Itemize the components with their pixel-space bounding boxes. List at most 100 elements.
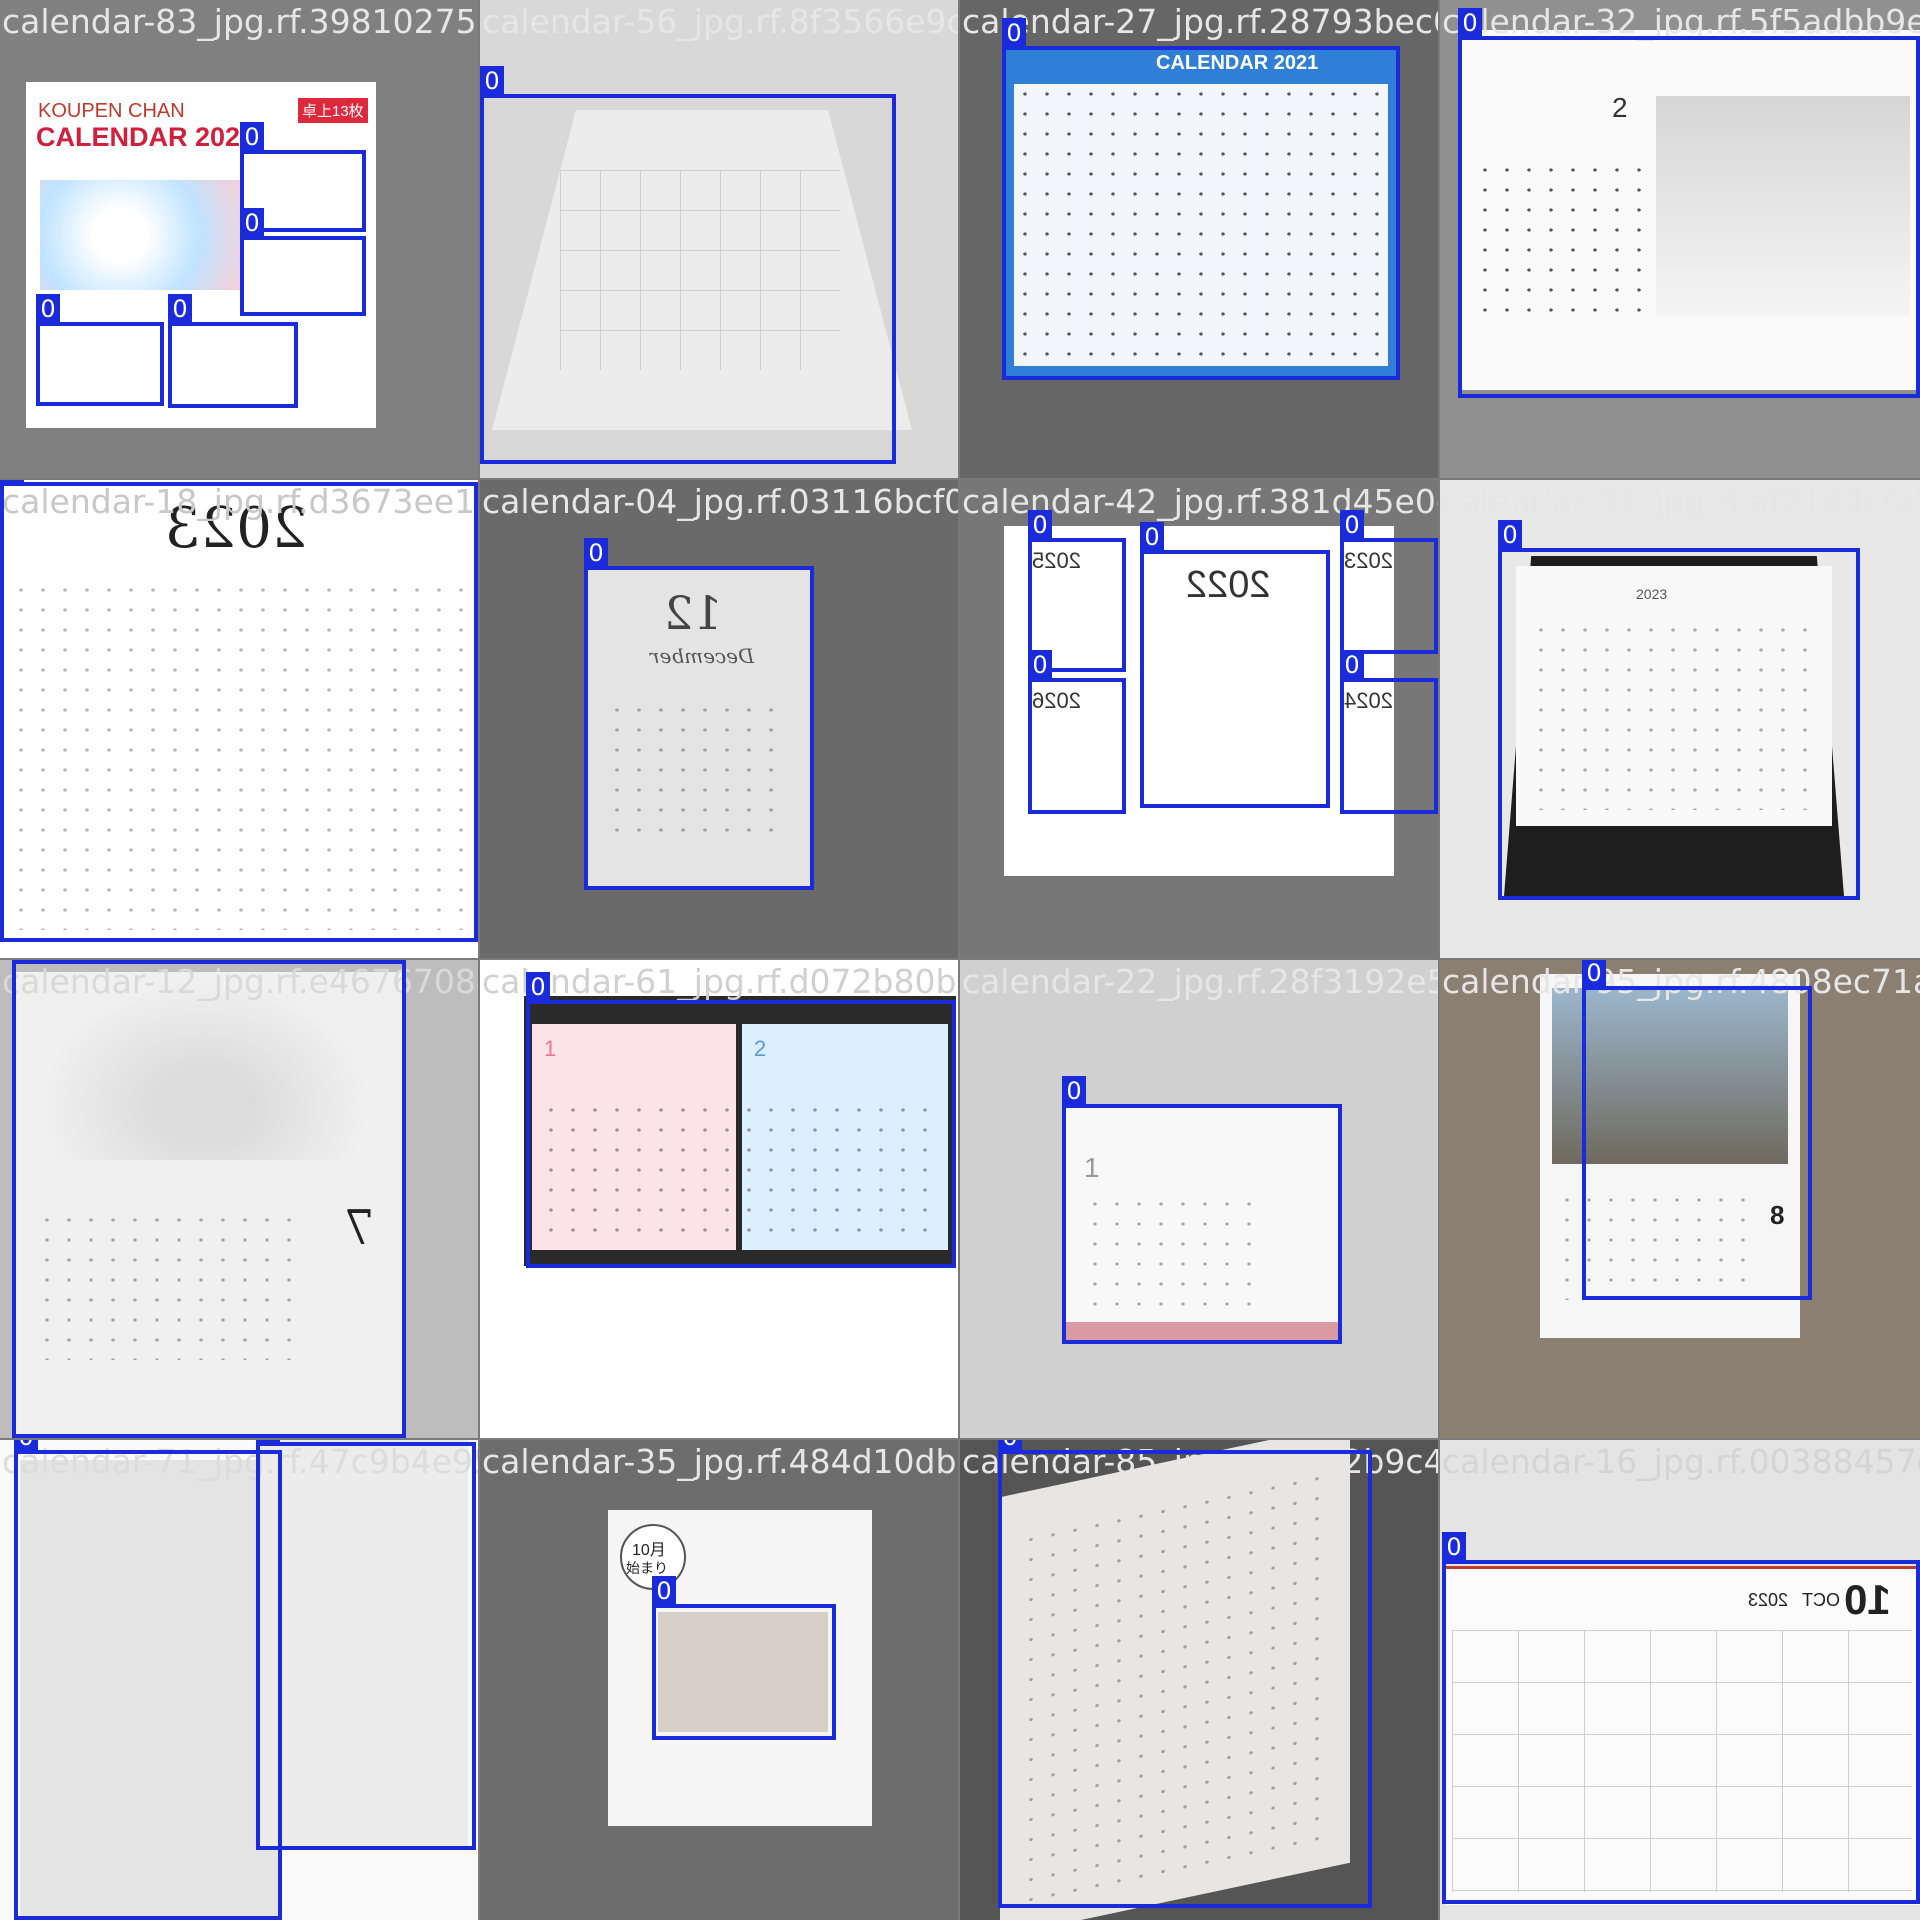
tile-name: calendar-18_jpg.rf.d3673ee1f2a9c84b0e5d6… bbox=[2, 482, 478, 521]
class-label: 0 bbox=[0, 480, 24, 484]
detection-box: 0 bbox=[0, 480, 478, 942]
tile-name: calendar-12_jpg.rf.e46767084cb4a0d19f3e2… bbox=[2, 962, 478, 1001]
class-label: 0 bbox=[1340, 510, 1364, 540]
class-label: 0 bbox=[526, 972, 550, 1002]
promo-start: 始まり bbox=[626, 1560, 668, 1576]
detection-box: 0 bbox=[240, 208, 366, 316]
detection-box: 0 bbox=[1498, 520, 1860, 900]
month-right: 2 bbox=[754, 1036, 767, 1061]
months-grid bbox=[10, 580, 470, 930]
tile-name: calendar-85_jpg.rf.a3f72b9c4d1e6058b7a2c… bbox=[962, 1442, 1438, 1481]
tile-name: calendar-16_jpg.rf.00388457c1e2b9a4d6f30… bbox=[1442, 1442, 1920, 1481]
date-grid bbox=[1084, 1194, 1264, 1314]
date-grid bbox=[560, 170, 840, 370]
calendar-title: CALENDAR 2021 bbox=[1156, 52, 1319, 74]
tile-10: 1 2 calendar-61_jpg.rf.d072b80b42abc3d5e… bbox=[480, 960, 958, 1438]
detection-box: 0 bbox=[14, 1440, 282, 1920]
tile-2: calendar-56_jpg.rf.8f3566e9c5f2c0ebd7a5b… bbox=[480, 0, 958, 478]
detection-box: 0 bbox=[1140, 522, 1330, 808]
class-label: 0 bbox=[240, 122, 264, 152]
class-label: 0 bbox=[1582, 960, 1606, 988]
calendar-brand: KOUPEN CHAN bbox=[38, 100, 185, 122]
tile-name: calendar-95_jpg.rf.4808ec71a6d2b3c9f05e8… bbox=[1442, 962, 1920, 1001]
date-grid bbox=[540, 1100, 940, 1240]
detection-box: 0 bbox=[1002, 18, 1400, 380]
detection-box: 0 bbox=[1028, 510, 1126, 672]
date-grid bbox=[1474, 160, 1644, 320]
detection-box: 0 bbox=[1028, 650, 1126, 814]
class-label: 0 bbox=[1340, 650, 1364, 680]
class-label: 0 bbox=[1002, 18, 1026, 48]
tile-5: 2023 calendar-18_jpg.rf.d3673ee1f2a9c84b… bbox=[0, 480, 478, 958]
tile-name: calendar-22_jpg.rf.28f3192e5b7a0c4d9e16f… bbox=[962, 962, 1438, 1001]
detection-box: 0 bbox=[1442, 1532, 1920, 1904]
tile-11: 1 calendar-22_jpg.rf.28f3192e5b7a0c4d9e1… bbox=[960, 960, 1438, 1438]
tile-name: calendar-56_jpg.rf.8f3566e9c5f2c0ebd7a5b… bbox=[482, 2, 958, 41]
class-label: 0 bbox=[1028, 650, 1052, 680]
class-label: 0 bbox=[480, 66, 504, 96]
tile-name: calendar-83_jpg.rf.398102750e1e61d1f56c8… bbox=[2, 2, 478, 41]
month-number: 1 bbox=[1084, 1152, 1100, 1183]
detection-box: 0 bbox=[584, 538, 814, 890]
detection-box: 0 bbox=[526, 972, 956, 1268]
calendar-base bbox=[1064, 1322, 1340, 1340]
detection-box: 0 bbox=[652, 1576, 836, 1740]
lotus-illustration bbox=[40, 980, 370, 1160]
class-label: 0 bbox=[36, 294, 60, 324]
class-label: 0 bbox=[1442, 1532, 1466, 1562]
calendar-title: CALENDAR 2023 bbox=[36, 122, 256, 152]
year-label: 2023 bbox=[1636, 586, 1668, 602]
tile-name: calendar-04_jpg.rf.03116bcf0a9d2e7c5b84f… bbox=[482, 482, 958, 521]
months-grid bbox=[1014, 84, 1388, 366]
tile-name: calendar-32_jpg.rf.5f5adbb9e4c1a07d2e6b8… bbox=[1442, 2, 1920, 41]
month-number: 8 bbox=[1770, 1200, 1785, 1230]
tile-14: 10月 始まり calendar-35_jpg.rf.484d10db5c2e8… bbox=[480, 1440, 958, 1920]
class-label: 0 bbox=[256, 1440, 280, 1444]
detection-box: 0 bbox=[168, 294, 298, 408]
class-label: 0 bbox=[14, 1440, 38, 1452]
tile-7: 2025 2022 2023 2026 2024 calendar-42_jpg… bbox=[960, 480, 1438, 958]
desk-calendar bbox=[658, 1612, 828, 1732]
class-label: 0 bbox=[1140, 522, 1164, 552]
class-label: 0 bbox=[12, 960, 36, 962]
class-label: 0 bbox=[240, 208, 264, 238]
class-label: 0 bbox=[1458, 8, 1482, 38]
date-grid bbox=[1452, 1630, 1912, 1892]
date-grid bbox=[1530, 620, 1820, 810]
car-photo bbox=[1656, 96, 1910, 316]
class-label: 0 bbox=[998, 1440, 1022, 1452]
month-number: 2 bbox=[1612, 92, 1628, 123]
detection-box: 0 bbox=[256, 1440, 476, 1850]
class-label: 0 bbox=[652, 1576, 676, 1606]
tile-name: calendar-27_jpg.rf.28793bec0a2b4e1f9d3c7… bbox=[962, 2, 1438, 41]
tile-16: 10 OCT 2023 calendar-16_jpg.rf.00388457c… bbox=[1440, 1440, 1920, 1920]
tile-9: 7 calendar-12_jpg.rf.e46767084cb4a0d19f3… bbox=[0, 960, 478, 1438]
family-photo bbox=[1552, 988, 1788, 1164]
date-grid bbox=[36, 1210, 306, 1360]
class-label: 0 bbox=[1028, 510, 1052, 540]
tile-8: 2023 calendar-37_jpg.rf.af7184cfa1d6e3b0… bbox=[1440, 480, 1920, 958]
class-label: 0 bbox=[584, 538, 608, 568]
detection-box: 0 bbox=[1582, 960, 1812, 1300]
detection-box: 0 bbox=[240, 122, 366, 232]
desk-calendar-right bbox=[258, 1440, 468, 1850]
detection-box: 0 bbox=[480, 66, 896, 464]
tile-name: calendar-37_jpg.rf.af7184cfa1d6e3b05c92f… bbox=[1442, 482, 1920, 521]
tile-15: calendar-85_jpg.rf.a3f72b9c4d1e6058b7a2c… bbox=[960, 1440, 1438, 1920]
month-left: 1 bbox=[544, 1036, 557, 1061]
tile-name: calendar-35_jpg.rf.484d10db5c2e8a7f3b96d… bbox=[482, 1442, 958, 1481]
detection-box: 0 bbox=[1340, 510, 1438, 654]
tile-12: 8 calendar-95_jpg.rf.4808ec71a6d2b3c9f05… bbox=[1440, 960, 1920, 1438]
class-label: 0 bbox=[1498, 520, 1522, 550]
tile-4: 2 calendar-32_jpg.rf.5f5adbb9e4c1a07d2e6… bbox=[1440, 0, 1920, 478]
tile-name: calendar-61_jpg.rf.d072b80b42abc3d5e6f1a… bbox=[482, 962, 958, 1001]
class-label: 0 bbox=[1062, 1076, 1086, 1106]
detection-box: 0 bbox=[36, 294, 164, 406]
illustration bbox=[40, 180, 240, 290]
date-grid bbox=[606, 700, 790, 840]
tile-3: CALENDAR 2021 calendar-27_jpg.rf.28793be… bbox=[960, 0, 1438, 478]
desk-calendar-left bbox=[20, 1460, 280, 1920]
date-grid bbox=[1556, 1190, 1756, 1300]
detection-box: 0 bbox=[1062, 1076, 1342, 1344]
